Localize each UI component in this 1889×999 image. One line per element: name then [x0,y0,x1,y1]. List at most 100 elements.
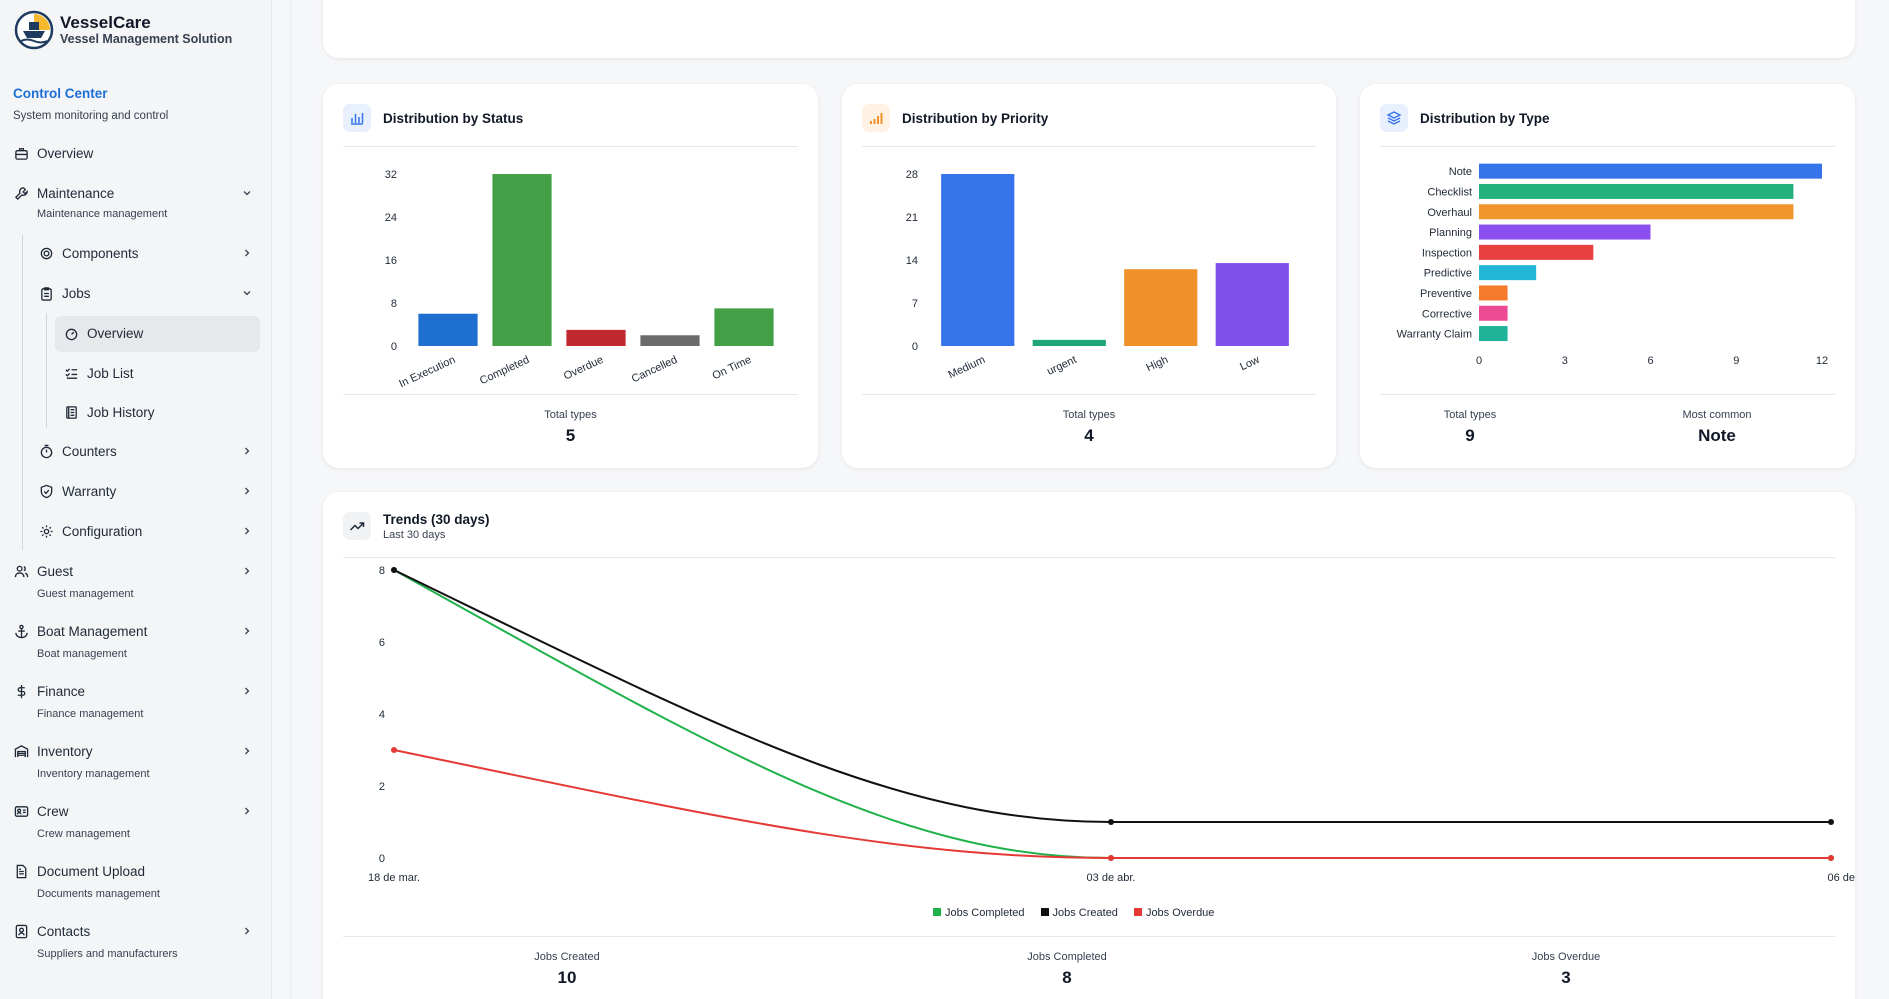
sidebar-item-document-upload[interactable]: Document Upload [13,863,253,879]
y-tick-label: 6 [379,637,385,649]
sidebar-item-crew[interactable]: Crew [13,803,253,819]
y-tick-label: Inspection [1422,247,1472,259]
brand[interactable]: VesselCare Vessel Management Solution [14,10,232,50]
sidebar-item-label: Components [62,245,139,261]
chevron-right-icon[interactable] [241,485,253,497]
divider [1380,394,1835,395]
wrench-icon [13,185,29,201]
sidebar-item-label: Boat Management [37,623,148,639]
status-distribution-card: Distribution by Status 0 8 16 24 32 In Execut… [323,84,818,468]
bar [1479,224,1651,240]
sidebar-item-boat-management[interactable]: Boat Management [13,623,253,639]
sidebar-item-label: Configuration [62,523,143,539]
sidebar-item-label: Crew [37,803,69,819]
y-tick-label: Note [1449,166,1472,178]
legend-item[interactable]: Jobs Overdue [1133,907,1214,919]
legend-swatch [1040,908,1049,916]
sidebar-item-contacts[interactable]: Contacts [13,923,253,939]
x-tick-label: urgent [1045,354,1078,378]
sidebar-item-label: Document Upload [37,863,146,879]
card-title: Distribution by Status [383,110,524,126]
chevron-right-icon[interactable] [241,445,253,457]
chevron-right-icon[interactable] [241,525,253,537]
x-tick-label: 9 [1733,355,1739,367]
sidebar-item-label: Inventory [37,743,93,759]
y-tick-label: 4 [379,709,385,721]
gear-icon [38,523,54,539]
bar [1479,326,1508,342]
y-tick-label: 24 [385,212,397,224]
divider [862,394,1316,395]
sidebar-item-inventory[interactable]: Inventory [13,743,253,759]
control-center-title[interactable]: Control Center [13,86,108,101]
stat-value: 10 [557,968,577,987]
divider [343,557,1835,558]
chevron-right-icon[interactable] [241,925,253,937]
sidebar-item-sub: Finance management [37,708,144,720]
brand-subtitle: Vessel Management Solution [60,32,233,46]
data-point [1828,819,1834,825]
data-point [391,747,397,753]
divider [343,146,798,147]
y-tick-label: 2 [379,781,385,793]
sidebar-item-overview[interactable]: Overview [13,145,253,161]
legend-item[interactable]: Jobs Created [1040,907,1118,919]
sidebar-item-counters[interactable]: Counters [38,443,253,459]
trending-up-icon [343,512,371,540]
y-tick-label: 0 [391,341,397,353]
sidebar-item-components[interactable]: Components [38,245,253,261]
bar [566,329,626,346]
x-tick-label: 18 de mar. [368,872,420,884]
shield-check-icon [38,483,54,499]
sidebar-item-configuration[interactable]: Configuration [38,523,253,539]
sidebar-item-label: Guest [37,563,74,579]
y-tick-label: 0 [379,853,385,865]
sidebar-item-label: Overview [87,325,144,341]
total-types-label: Total types [1443,409,1497,421]
legend-item[interactable]: Jobs Completed [933,907,1025,919]
sidebar-item-sub: Boat management [37,648,127,660]
y-tick-label: Warranty Claim [1397,329,1472,341]
sidebar-item-jobs[interactable]: Jobs [38,285,253,301]
chevron-right-icon[interactable] [241,745,253,757]
x-tick-label: In Execution [397,354,457,390]
document-icon [13,863,29,879]
users-icon [13,563,29,579]
bar [714,308,774,346]
chevron-right-icon[interactable] [241,685,253,697]
card-title: Trends (30 days) [383,512,490,527]
chevron-right-icon[interactable] [241,247,253,259]
chevron-right-icon[interactable] [241,805,253,817]
x-tick-label: 3 [1562,355,1568,367]
bar [492,174,552,346]
sidebar-item-sub: Suppliers and manufacturers [37,948,178,960]
sidebar-item-finance[interactable]: Finance [13,683,253,699]
bar [1479,265,1537,281]
sidebar-item-label: Maintenance [37,185,115,201]
y-tick-label: Overhaul [1427,207,1472,219]
sidebar-item-maintenance[interactable]: Maintenance [13,185,253,201]
layers-icon [1380,104,1408,132]
sidebar-item-warranty[interactable]: Warranty [38,483,253,499]
sidebar-item-guest[interactable]: Guest [13,563,253,579]
sidebar: VesselCare Vessel Management Solution Co… [0,0,272,999]
sidebar-item-label: Job History [87,404,155,420]
chevron-down-icon[interactable] [241,187,253,199]
chevron-right-icon[interactable] [241,565,253,577]
y-tick-label: Predictive [1424,268,1472,280]
chevron-right-icon[interactable] [241,625,253,637]
legend-swatch [1133,908,1142,916]
chevron-down-icon[interactable] [241,287,253,299]
x-tick-label: High [1144,354,1170,374]
sidebar-item-job-history[interactable]: Job History [63,404,253,420]
y-tick-label: 8 [391,298,397,310]
y-tick-label: 28 [906,169,918,181]
dollar-icon [13,683,29,699]
priority-bar-chart: 0 7 14 21 28 Medium urgent High Low [906,169,1289,381]
sidebar-item-sub: Crew management [37,828,130,840]
sidebar-item-jobs-overview[interactable]: Overview [63,325,253,341]
sidebar-item-label: Job List [87,365,134,381]
sidebar-item-job-list[interactable]: Job List [63,365,253,381]
id-card-icon [13,803,29,819]
sidebar-item-label: Warranty [62,483,117,499]
